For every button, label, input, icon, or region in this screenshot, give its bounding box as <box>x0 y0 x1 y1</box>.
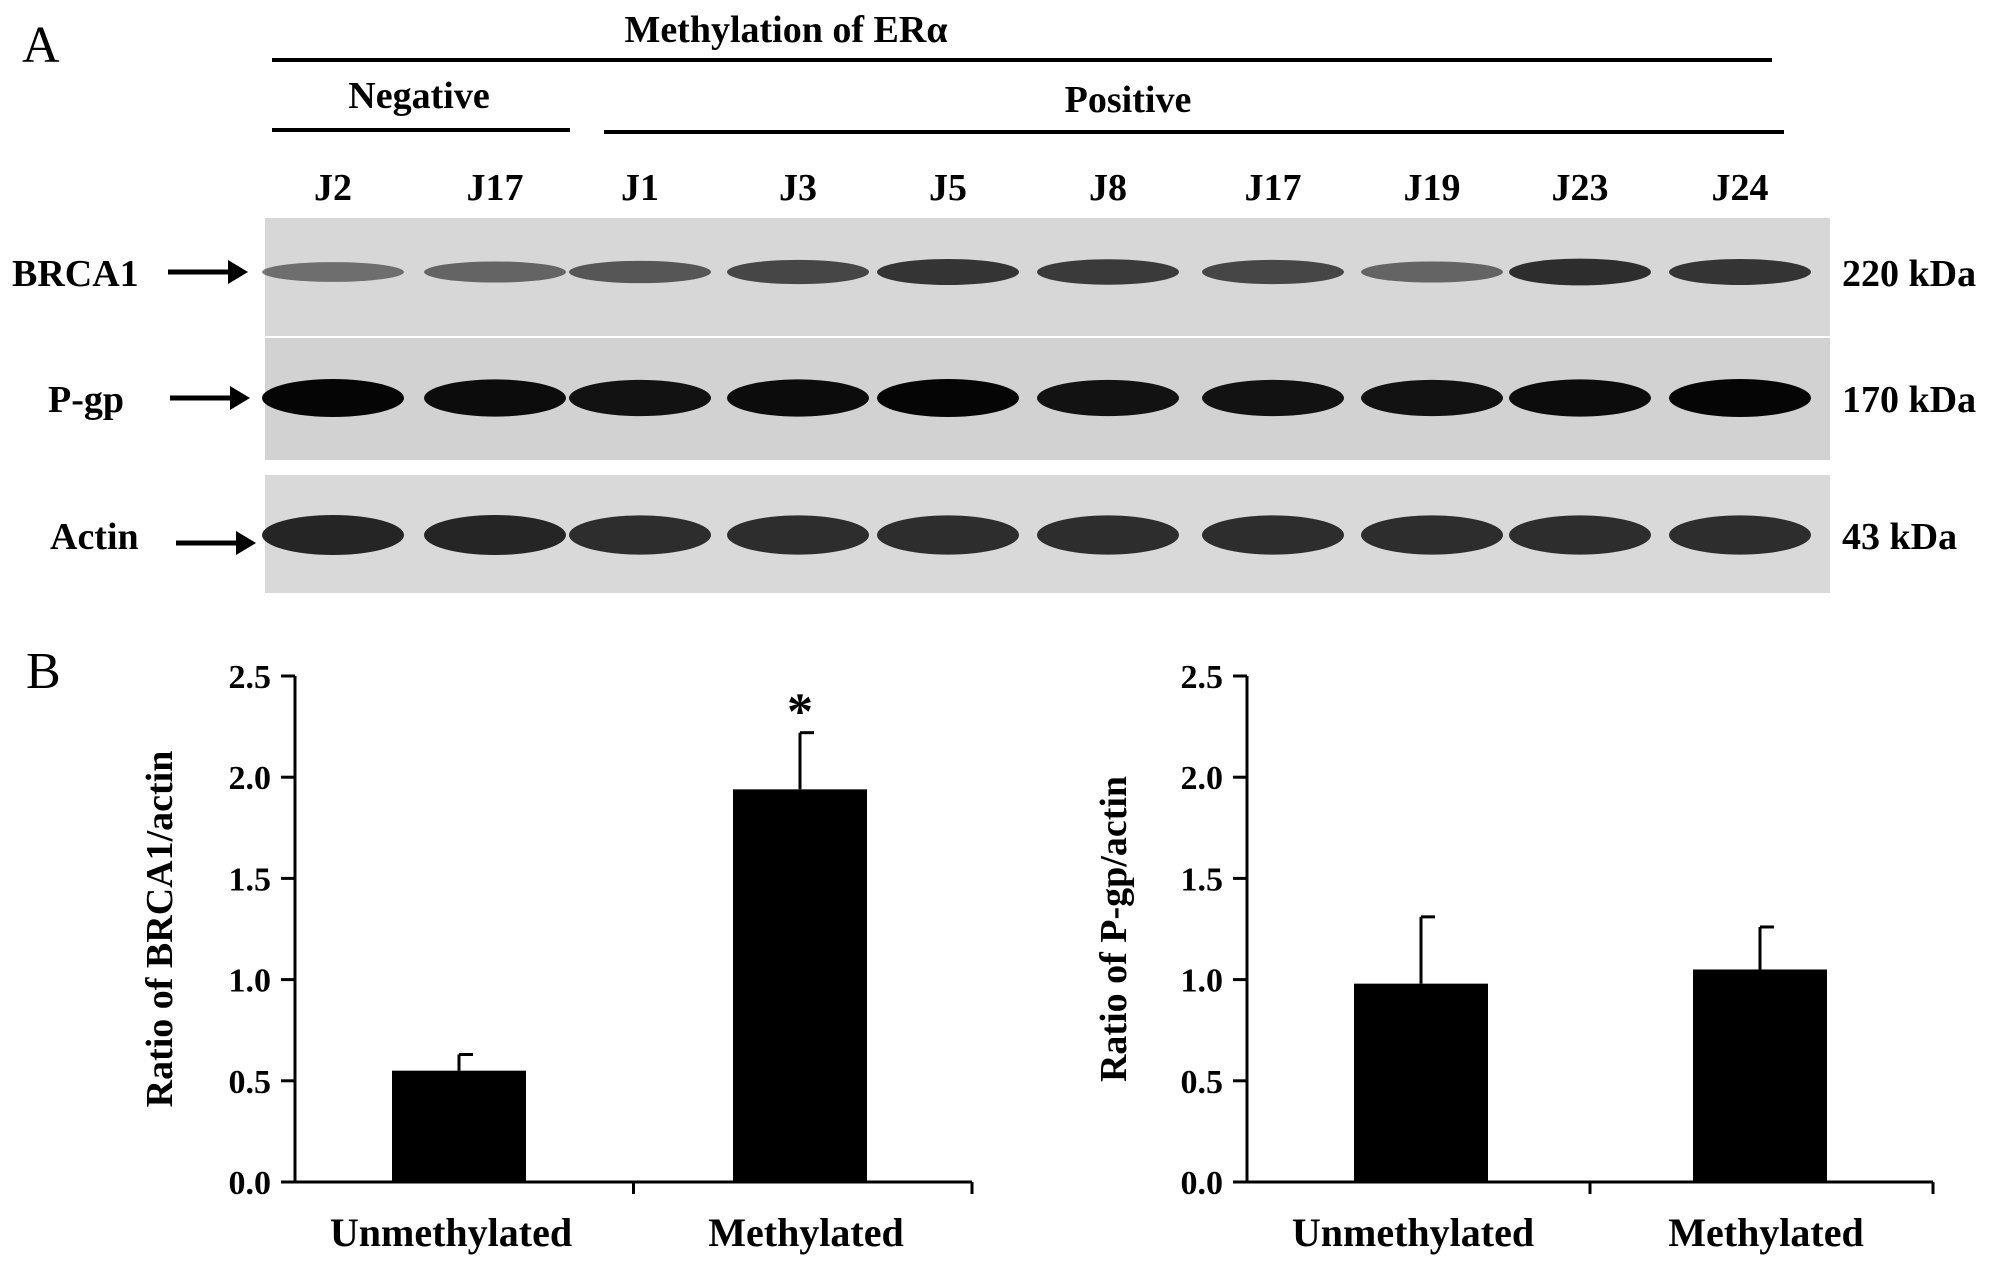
y-tick-label: 1.0 <box>1181 963 1224 1000</box>
arrow-icon <box>168 260 248 284</box>
bar <box>392 1070 526 1182</box>
blot-row-brca1: BRCA1 220 kDa <box>12 218 1976 336</box>
blot-band <box>727 515 869 555</box>
negative-label: Negative <box>348 75 489 117</box>
panel-b-label: B <box>26 643 61 700</box>
panel-b: B 0.0 0.5 1.0 1.5 2.0 2.5 Ratio of BRCA1/actin… <box>26 643 1935 1255</box>
x-category-label: Unmethylated <box>1292 1210 1534 1255</box>
pgp-ratio-chart: 0.0 0.5 1.0 1.5 2.0 2.5 Ratio of P-gp/actin Unm… <box>1093 659 1935 1255</box>
lane-label: J19 <box>1404 167 1461 209</box>
y-tick-label: 0.5 <box>1181 1064 1224 1101</box>
x-category-label: Methylated <box>708 1210 904 1255</box>
protein-label: BRCA1 <box>12 253 139 295</box>
blot-band <box>1361 261 1503 283</box>
blot-band <box>424 514 566 556</box>
blot-band <box>569 515 711 555</box>
lane-label: J8 <box>1089 167 1127 209</box>
significance-asterisk: * <box>787 684 813 741</box>
lane-label: J24 <box>1712 167 1769 209</box>
blot-band <box>569 260 711 284</box>
blot-band <box>1669 379 1811 417</box>
bar <box>1354 983 1488 1182</box>
lane-label: J5 <box>929 167 967 209</box>
lane-label: J2 <box>314 167 352 209</box>
panel-a-label: A <box>22 17 60 74</box>
blot-band <box>262 379 404 417</box>
y-tick-label: 0.0 <box>229 1165 272 1202</box>
y-tick-label: 2.5 <box>1181 659 1224 696</box>
molecular-weight-label: 170 kDa <box>1842 379 1976 421</box>
bar <box>733 789 867 1182</box>
lane-labels: J2 J17 J1 J3 J5 J8 J17 J19 J23 J24 <box>314 167 1769 209</box>
blot-band <box>1669 258 1811 286</box>
lane-label: J17 <box>467 167 524 209</box>
blot-band <box>262 514 404 556</box>
blot-band <box>1509 379 1651 417</box>
blot-band <box>1509 258 1651 286</box>
y-tick-label: 1.0 <box>229 963 272 1000</box>
blot-band <box>1669 515 1811 555</box>
blot-band <box>1037 379 1179 417</box>
bar <box>1693 969 1827 1182</box>
blot-band <box>424 379 566 417</box>
x-category-label: Unmethylated <box>330 1210 572 1255</box>
methylation-header: Methylation of ERα <box>624 9 947 51</box>
lane-label: J1 <box>621 167 659 209</box>
blot-rows: BRCA1 220 kDa P-gp 170 kDa Actin 43 kDa <box>12 218 1976 593</box>
blot-band <box>262 262 404 282</box>
lane-label: J23 <box>1552 167 1609 209</box>
molecular-weight-label: 43 kDa <box>1842 516 1957 558</box>
brca1-ratio-chart: 0.0 0.5 1.0 1.5 2.0 2.5 Ratio of BRCA1/actin Un… <box>139 659 974 1255</box>
blot-band <box>1509 515 1651 555</box>
protein-label: Actin <box>50 516 139 558</box>
blot-row-actin: Actin 43 kDa <box>50 475 1957 593</box>
blot-band <box>1202 259 1344 285</box>
lane-label: J3 <box>779 167 817 209</box>
molecular-weight-label: 220 kDa <box>1842 253 1976 295</box>
blot-band <box>1361 515 1503 555</box>
y-tick-label: 2.0 <box>229 760 272 797</box>
y-tick-label: 1.5 <box>1181 861 1224 898</box>
arrow-icon <box>170 386 250 410</box>
blot-band <box>877 379 1019 417</box>
y-axis-title: Ratio of P-gp/actin <box>1093 776 1135 1082</box>
y-tick-label: 0.0 <box>1181 1165 1224 1202</box>
blot-row-p-gp: P-gp 170 kDa <box>48 338 1976 460</box>
arrow-icon <box>176 531 256 555</box>
panel-a: A Methylation of ERα Negative Positive J… <box>12 9 1976 593</box>
blot-band <box>1202 379 1344 417</box>
blot-band <box>424 261 566 283</box>
blot-band <box>727 379 869 417</box>
blot-band <box>877 515 1019 555</box>
positive-label: Positive <box>1065 79 1192 121</box>
lane-label: J17 <box>1245 167 1302 209</box>
blot-band <box>569 379 711 417</box>
blot-band <box>1037 515 1179 555</box>
y-tick-label: 1.5 <box>229 861 272 898</box>
y-tick-label: 0.5 <box>229 1064 272 1101</box>
y-axis-title: Ratio of BRCA1/actin <box>139 751 181 1108</box>
x-category-label: Methylated <box>1668 1210 1864 1255</box>
blot-band <box>1202 515 1344 555</box>
y-tick-label: 2.5 <box>229 659 272 696</box>
blot-band <box>1361 379 1503 417</box>
blot-band <box>727 259 869 285</box>
blot-band <box>877 258 1019 286</box>
blot-band <box>1037 259 1179 285</box>
protein-label: P-gp <box>48 379 124 421</box>
y-tick-label: 2.0 <box>1181 760 1224 797</box>
